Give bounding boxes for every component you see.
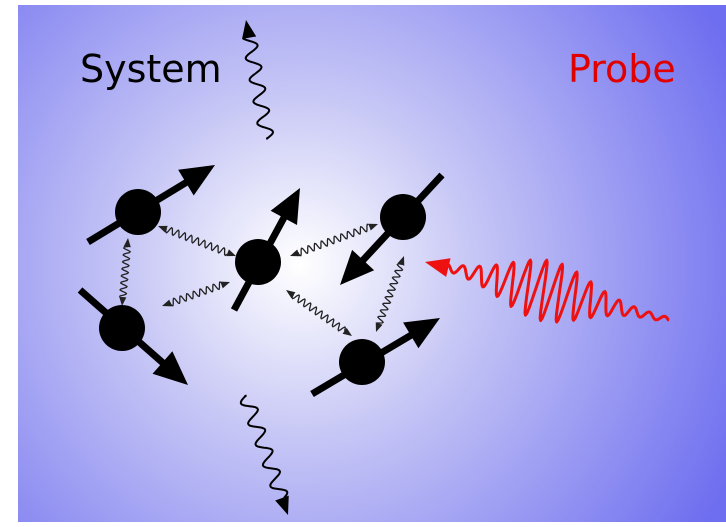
diagram: System Probe xyxy=(0,0,726,527)
system-label: System xyxy=(80,47,222,91)
page: System Probe (() => { const data = JSON.… xyxy=(0,0,726,527)
spin xyxy=(235,239,281,285)
spin xyxy=(339,339,385,385)
wavy-stub xyxy=(245,395,246,397)
probe-label: Probe xyxy=(568,47,676,91)
spin xyxy=(99,305,145,351)
spin xyxy=(115,189,161,235)
spin xyxy=(380,194,426,240)
